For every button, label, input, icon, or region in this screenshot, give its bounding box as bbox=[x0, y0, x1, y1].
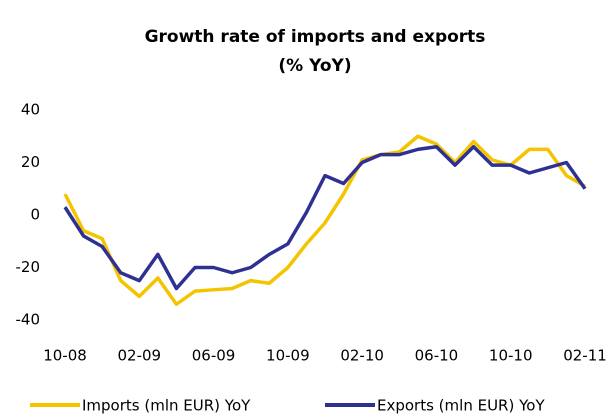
x-tick-label: 02-11 bbox=[563, 347, 607, 365]
x-tick-label: 06-09 bbox=[192, 347, 236, 365]
x-tick-label: 10-08 bbox=[43, 347, 87, 365]
y-tick-label: 20 bbox=[21, 153, 40, 171]
chart-title: Growth rate of imports and exports bbox=[145, 27, 486, 47]
legend-label: Imports (mln EUR) YoY bbox=[82, 397, 251, 415]
x-tick-label: 10-09 bbox=[266, 347, 310, 365]
x-tick-label: 06-10 bbox=[415, 347, 459, 365]
line bbox=[63, 134, 586, 306]
x-tick-label: 02-09 bbox=[117, 347, 161, 365]
x-tick-label: 10-10 bbox=[489, 347, 533, 365]
y-tick-label: 40 bbox=[21, 101, 40, 119]
y-tick-label: -40 bbox=[16, 311, 41, 329]
x-tick-label: 02-10 bbox=[340, 347, 384, 365]
y-tick-label: 0 bbox=[30, 206, 40, 224]
chart-subtitle: (% YoY) bbox=[278, 56, 351, 76]
y-tick-label: -20 bbox=[16, 258, 41, 276]
line bbox=[63, 145, 587, 291]
legend-label: Exports (mln EUR) YoY bbox=[377, 397, 545, 415]
